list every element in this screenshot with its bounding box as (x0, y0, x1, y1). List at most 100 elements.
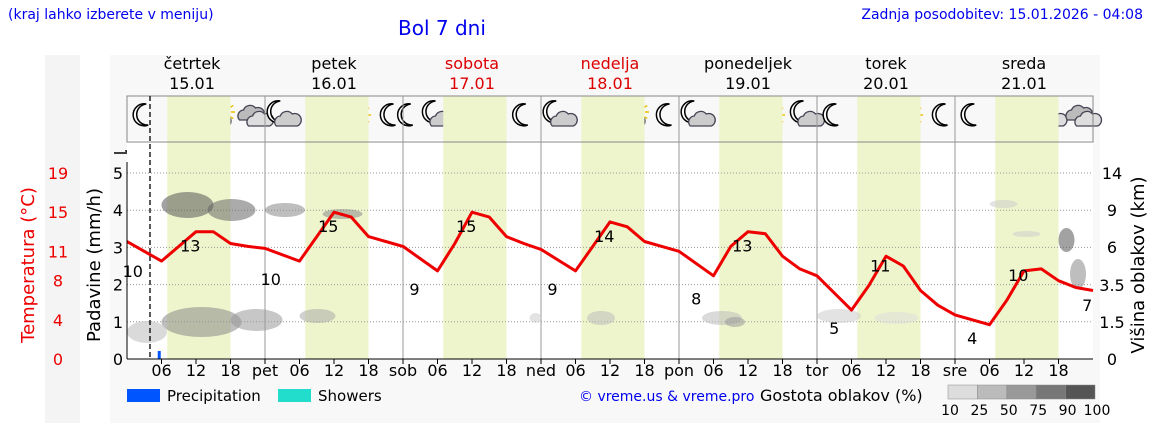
temp-tick: 19 (48, 164, 68, 183)
temperature-label: 15 (456, 217, 476, 236)
cloud-height-tick: 1.5 (1099, 313, 1124, 332)
cloud-density-patch (587, 311, 615, 325)
cloud-density-patch (1058, 228, 1075, 252)
temperature-label: 7 (1082, 296, 1092, 315)
x-tick-label: 12 (1014, 361, 1034, 380)
day-name: nedelja (581, 54, 640, 73)
cloud-scale-tick: 25 (970, 403, 988, 419)
day-date: 18.01 (587, 74, 633, 93)
precipitation-legend-label: Precipitation (167, 387, 261, 405)
cloud-height-tick: 6 (1107, 238, 1117, 257)
day-date: 17.01 (449, 74, 495, 93)
precip-tick: 3 (113, 238, 123, 257)
cloud-density-patch (161, 192, 214, 218)
temperature-line (126, 210, 1094, 327)
left-axis-panel (45, 55, 80, 423)
cloud-density-patch (989, 200, 1018, 208)
cloud-scale-tick: 10 (941, 403, 959, 419)
x-tick-label: 06 (841, 361, 861, 380)
copyright-link[interactable]: © vreme.us & vreme.pro (579, 389, 754, 405)
x-tick-label: 06 (703, 361, 723, 380)
x-tick-label: 06 (979, 361, 999, 380)
last-update: Zadnja posodobitev: 15.01.2026 - 04:08 (861, 7, 1143, 23)
region-hint-link[interactable]: (kraj lahko izberete v meniju) (8, 7, 214, 23)
x-tick-label: 18 (220, 361, 240, 380)
cloud-density-swatch (1065, 384, 1096, 400)
cloud-density-label: Gostota oblakov (%) (760, 386, 923, 405)
precip-tick: 1 (113, 313, 123, 332)
temperature-label: 13 (732, 237, 752, 256)
day-name: sobota (445, 54, 499, 73)
moon-icon (511, 103, 529, 127)
precipitation-swatch (127, 389, 160, 402)
cloud-scale-tick: 75 (1029, 403, 1047, 419)
day-date: 16.01 (311, 74, 357, 93)
page-title: Bol 7 dni (398, 16, 486, 40)
x-tick-label: 18 (772, 361, 792, 380)
cloud-density-swatch (977, 384, 1008, 400)
daytime-band (995, 96, 1059, 359)
daytime-band (443, 96, 507, 359)
precip-axis-label: Padavine (mm/h) (84, 188, 105, 342)
day-date: 20.01 (863, 74, 909, 93)
day-name: četrtek (164, 54, 222, 73)
cloud-scale-tick: 100 (1084, 403, 1111, 419)
x-tick-label: sre (943, 361, 967, 380)
x-tick-label: pet (252, 361, 278, 380)
showers-legend-label: Showers (318, 387, 382, 405)
temp-tick: 11 (48, 242, 68, 261)
temperature-label: 9 (409, 280, 419, 299)
moon-icon (960, 103, 977, 127)
precipitation-bar (157, 351, 161, 359)
precip-tick: 4 (113, 201, 123, 220)
precip-tick: 2 (113, 276, 123, 295)
showers-swatch (278, 389, 311, 402)
temperature-label: 10 (1008, 266, 1028, 285)
cloud-density-swatch (1035, 384, 1066, 400)
cloud-density-patch (299, 309, 336, 323)
day-name: sreda (1002, 54, 1046, 73)
temperature-label: 11 (870, 256, 890, 275)
moon-icon (822, 103, 839, 127)
day-date: 19.01 (725, 74, 771, 93)
temperature-label: 4 (967, 329, 977, 348)
cloud-height-tick: 14 (1102, 164, 1122, 183)
cloud-density-patch (529, 313, 542, 323)
moon-icon (379, 103, 396, 127)
cloud-density-swatch (1006, 384, 1037, 400)
cloud-density-patch (725, 317, 745, 327)
x-tick-label: 06 (151, 361, 171, 380)
x-tick-label: 12 (738, 361, 758, 380)
moon-cloud-icon (266, 100, 302, 127)
cloud-density-patch (207, 199, 256, 221)
cloud-height-tick: 0 (1107, 350, 1117, 369)
cloud-density-patch (127, 321, 167, 343)
x-tick-label: 18 (910, 361, 930, 380)
cloud-density-patch (1070, 259, 1086, 289)
x-tick-label: ned (526, 361, 556, 380)
cloud-height-axis-label: Višina oblakov (km) (1128, 176, 1149, 353)
day-name: torek (865, 54, 907, 73)
x-tick-label: 06 (289, 361, 309, 380)
x-tick-label: 12 (600, 361, 620, 380)
x-tick-label: 12 (324, 361, 344, 380)
x-tick-label: pon (664, 361, 694, 380)
day-date: 21.01 (1001, 74, 1047, 93)
legend: Precipitation Showers © vreme.us & vreme.p… (127, 384, 1111, 419)
cloud-height-tick: 9 (1107, 201, 1117, 220)
cloud-cloud-icon (1065, 104, 1103, 127)
temperature-label: 5 (829, 319, 839, 338)
cloud-density-patch (161, 307, 242, 337)
cloud-scale-tick: 50 (1000, 403, 1018, 419)
x-tick-label: 18 (358, 361, 378, 380)
x-tick-label: sob (389, 361, 417, 380)
temperature-label: 9 (547, 280, 557, 299)
x-tick-label: 18 (634, 361, 654, 380)
temperature-label: 15 (318, 217, 338, 236)
x-tick-label: 18 (496, 361, 516, 380)
temperature-label: 10 (261, 270, 281, 289)
temp-tick: 15 (48, 203, 68, 222)
cloud-height-tick: 3.5 (1099, 276, 1124, 295)
